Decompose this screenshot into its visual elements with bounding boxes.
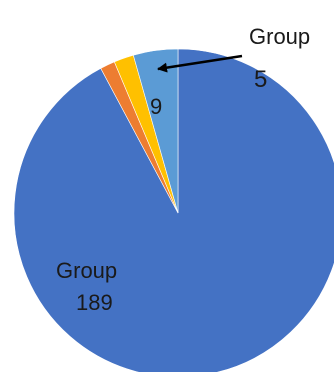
pie-slices <box>13 48 334 372</box>
data-label-group-small-line2: 5 <box>254 66 267 93</box>
data-label-group-large-line1: Group <box>56 258 117 283</box>
pie-slice-4 <box>132 48 179 214</box>
data-label-inner-9: 9 <box>150 94 162 119</box>
callout-arrow <box>157 54 243 73</box>
data-label-group-large-line2: 189 <box>76 290 113 315</box>
data-label-group-small-line1: Group <box>249 24 310 49</box>
pie-slice-1 <box>13 48 334 372</box>
